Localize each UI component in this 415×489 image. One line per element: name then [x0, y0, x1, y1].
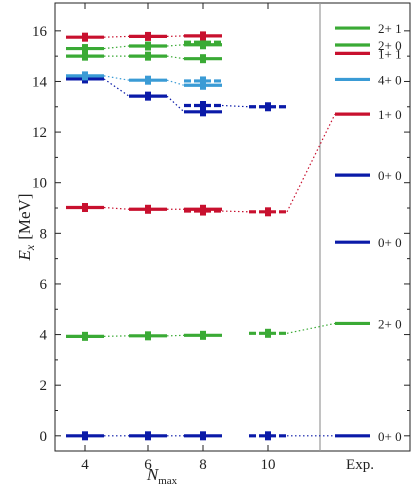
level-label: 2+ 0: [378, 316, 402, 331]
x-axis-label: Nmax: [146, 465, 178, 487]
level-marker: [145, 331, 151, 341]
level-connector: [103, 35, 130, 38]
level-marker: [200, 76, 206, 86]
level-marker: [82, 431, 88, 441]
y-tick-label: 4: [40, 328, 48, 344]
level-marker: [200, 31, 206, 41]
level-label: 1+ 1: [378, 46, 402, 61]
y-tick-label: 14: [32, 74, 48, 90]
x-tick-label: 4: [81, 457, 89, 473]
level-marker: [145, 75, 151, 85]
level-label: 0+ 0: [378, 168, 402, 183]
level-connector: [103, 75, 130, 81]
x-tick-label: 6: [144, 457, 152, 473]
y-axis-label: Ex [MeV]: [15, 194, 37, 262]
level-label: 4+ 0: [378, 72, 402, 87]
level-marker: [82, 44, 88, 54]
level-marker: [265, 207, 271, 217]
level-marker: [200, 431, 206, 441]
level-connector: [166, 79, 185, 86]
experimental-levels: 0+ 02+ 00+ 00+ 01+ 04+ 01+ 12+ 02+ 1: [335, 21, 402, 444]
level-connector: [221, 210, 250, 213]
level-marker: [200, 107, 206, 117]
level-marker: [145, 431, 151, 441]
connector-lines: [103, 35, 336, 437]
level-marker: [265, 102, 271, 112]
level-marker: [265, 328, 271, 338]
level-marker: [200, 101, 206, 111]
x-tick-label: Exp.: [346, 457, 374, 473]
level-marker: [200, 206, 206, 216]
level-marker: [145, 91, 151, 101]
y-tick-label: 6: [40, 277, 48, 293]
y-tick-label: 2: [40, 378, 48, 394]
level-marker: [82, 71, 88, 81]
level-marker: [200, 330, 206, 340]
level-connector: [221, 104, 250, 108]
experiment-connector: [286, 113, 336, 213]
level-marker: [200, 54, 206, 64]
level-connector: [166, 55, 185, 60]
level-connector: [103, 335, 130, 337]
level-marker: [145, 31, 151, 41]
plot-frame: [54, 2, 411, 452]
level-connector: [166, 35, 185, 38]
x-tick-label: 10: [261, 457, 276, 473]
level-label: 2+ 1: [378, 21, 402, 36]
y-axis-unit: [MeV]: [15, 194, 34, 240]
level-connector: [166, 44, 185, 47]
level-connector: [166, 334, 185, 337]
level-marker: [200, 37, 206, 47]
y-tick-label: 16: [32, 24, 48, 40]
y-tick-label: 8: [40, 226, 48, 242]
experiment-connector: [286, 322, 336, 334]
level-label: 2+ 0: [378, 38, 402, 53]
x-tick-label: 8: [199, 457, 207, 473]
y-tick-label: 0: [40, 429, 48, 445]
y-tick-label: 12: [32, 125, 47, 141]
level-marker: [145, 204, 151, 214]
level-marker: [145, 51, 151, 61]
level-marker: [82, 32, 88, 42]
level-label: 0+ 0: [378, 429, 402, 444]
y-axis-subscript: x: [23, 244, 37, 251]
level-marker: [145, 41, 151, 51]
level-marker: [82, 203, 88, 213]
level-marker: [265, 431, 271, 441]
level-label: 0+ 0: [378, 235, 402, 250]
level-marker: [82, 331, 88, 341]
y-axis-symbol: E: [15, 249, 34, 261]
y-tick-label: 10: [32, 176, 47, 192]
level-connector: [103, 45, 130, 50]
level-connector: [166, 95, 185, 113]
energy-levels: [66, 31, 287, 441]
level-connector: [103, 206, 130, 210]
level-label: 1+ 0: [378, 107, 402, 122]
axis-ticks: 0 2 4 6 8 10 12 14 16 4 6 8 10 Exp.: [32, 3, 410, 473]
x-axis-symbol: N: [146, 465, 160, 484]
level-marker: [82, 51, 88, 61]
x-axis-subscript: max: [158, 475, 177, 487]
level-connector: [103, 78, 130, 97]
